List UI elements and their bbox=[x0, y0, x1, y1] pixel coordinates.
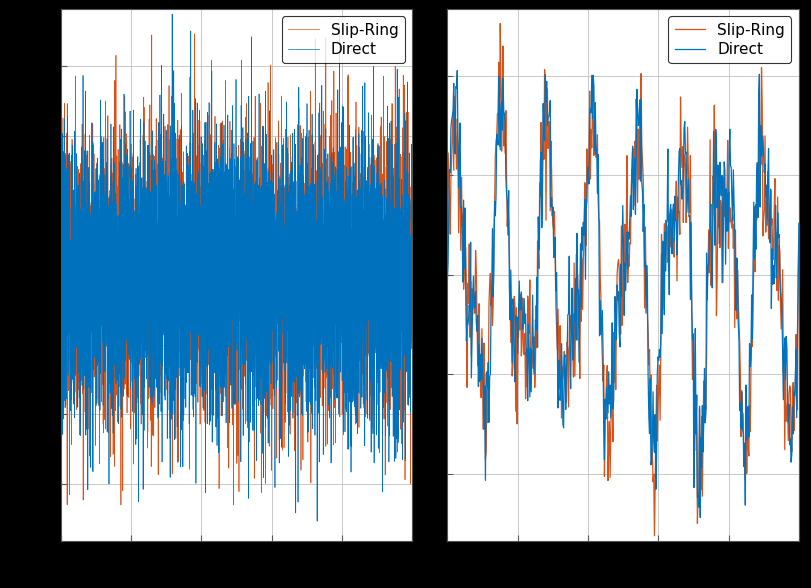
Direct bbox=[191, 269, 200, 276]
Slip-Ring bbox=[496, 20, 505, 27]
Slip-Ring bbox=[285, 249, 294, 256]
Direct bbox=[312, 517, 322, 524]
Direct bbox=[787, 451, 796, 458]
Slip-Ring bbox=[653, 403, 663, 410]
Direct bbox=[56, 153, 66, 161]
Direct bbox=[285, 282, 294, 289]
Slip-Ring bbox=[633, 125, 643, 132]
Legend: Slip-Ring, Direct: Slip-Ring, Direct bbox=[668, 16, 792, 64]
Direct bbox=[319, 255, 328, 262]
Direct bbox=[407, 329, 417, 336]
Slip-Ring bbox=[443, 250, 453, 257]
Direct bbox=[695, 514, 705, 521]
Slip-Ring bbox=[56, 272, 66, 279]
Direct bbox=[267, 260, 277, 267]
Slip-Ring bbox=[345, 226, 354, 233]
Line: Slip-Ring: Slip-Ring bbox=[448, 24, 799, 536]
Direct bbox=[652, 372, 662, 379]
Slip-Ring bbox=[610, 332, 620, 339]
Slip-Ring bbox=[267, 271, 277, 278]
Slip-Ring bbox=[191, 236, 200, 243]
Slip-Ring bbox=[229, 502, 238, 509]
Slip-Ring bbox=[732, 315, 742, 322]
Line: Direct: Direct bbox=[448, 71, 799, 517]
Direct bbox=[732, 255, 742, 262]
Slip-Ring bbox=[612, 270, 622, 278]
Direct bbox=[453, 67, 462, 74]
Direct bbox=[167, 11, 177, 18]
Direct bbox=[443, 276, 453, 283]
Line: Slip-Ring: Slip-Ring bbox=[61, 34, 412, 505]
Slip-Ring bbox=[787, 448, 796, 455]
Slip-Ring bbox=[650, 532, 659, 539]
Slip-Ring bbox=[794, 237, 804, 244]
Slip-Ring bbox=[319, 176, 328, 183]
Direct bbox=[610, 293, 620, 300]
Slip-Ring bbox=[407, 365, 417, 372]
Direct bbox=[794, 220, 804, 227]
Direct bbox=[120, 375, 130, 382]
Slip-Ring bbox=[190, 31, 200, 38]
Direct bbox=[612, 282, 622, 289]
Legend: Slip-Ring, Direct: Slip-Ring, Direct bbox=[282, 16, 405, 64]
Line: Direct: Direct bbox=[61, 14, 412, 521]
Slip-Ring bbox=[120, 283, 130, 290]
Direct bbox=[633, 122, 643, 129]
Direct bbox=[345, 311, 354, 318]
